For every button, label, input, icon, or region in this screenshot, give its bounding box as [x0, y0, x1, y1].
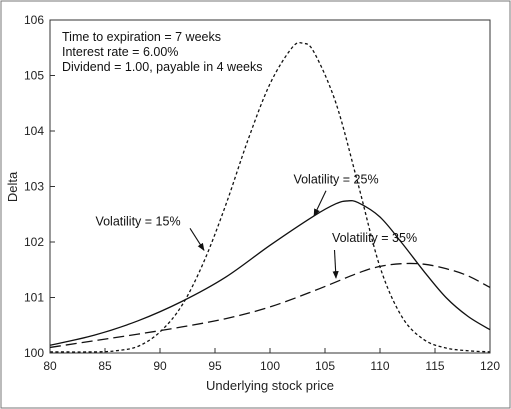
series-volatility-35 — [49, 262, 491, 349]
x-tick-label: 80 — [43, 359, 57, 373]
series-labels: Volatility = 15% Volatility = 25% Volatili… — [95, 173, 417, 279]
label-volatility-25: Volatility = 25% — [293, 173, 378, 187]
x-tick-label: 115 — [425, 359, 444, 373]
x-tick-label: 105 — [315, 359, 335, 373]
y-tick-label: 104 — [24, 124, 44, 138]
arrow-volatility-25 — [313, 190, 327, 217]
x-tick-label: 85 — [98, 359, 112, 373]
x-tick-label: 100 — [260, 359, 280, 373]
arrow-volatility-35 — [332, 249, 339, 279]
annotation-interest-rate: Interest rate = 6.00% — [62, 45, 178, 59]
series-volatility-25 — [49, 200, 491, 346]
x-tick-label: 95 — [208, 359, 222, 373]
y-tick-label: 103 — [24, 180, 44, 194]
label-volatility-35: Volatility = 35% — [332, 231, 417, 245]
x-tick-label: 90 — [153, 359, 167, 373]
y-tick-label: 100 — [24, 346, 44, 360]
y-tick-label: 105 — [24, 69, 44, 83]
plot-area: 80 85 90 95 100 105 110 115 120 1001011021031041… — [24, 13, 500, 373]
y-tick-label: 102 — [24, 235, 44, 249]
label-volatility-15: Volatility = 15% — [95, 214, 180, 228]
x-tick-label: 110 — [370, 359, 389, 373]
annotation-expiration: Time to expiration = 7 weeks — [62, 30, 221, 44]
x-tick-label: 120 — [480, 359, 500, 373]
arrow-volatility-15 — [189, 228, 205, 251]
annotation-block: Time to expiration = 7 weeks Interest ra… — [62, 30, 262, 74]
y-axis-title: Delta — [5, 171, 20, 202]
y-tick-label: 106 — [24, 13, 44, 27]
x-axis-title: Underlying stock price — [206, 378, 334, 393]
series-group — [49, 41, 491, 353]
series-volatility-15 — [49, 41, 491, 353]
y-tick-label: 101 — [24, 291, 44, 305]
x-ticks: 80 85 90 95 100 105 110 115 120 — [43, 348, 500, 373]
annotation-dividend: Dividend = 1.00, payable in 4 weeks — [62, 60, 262, 74]
y-ticks: 100 101 102 103 104 105 106 — [24, 13, 55, 360]
